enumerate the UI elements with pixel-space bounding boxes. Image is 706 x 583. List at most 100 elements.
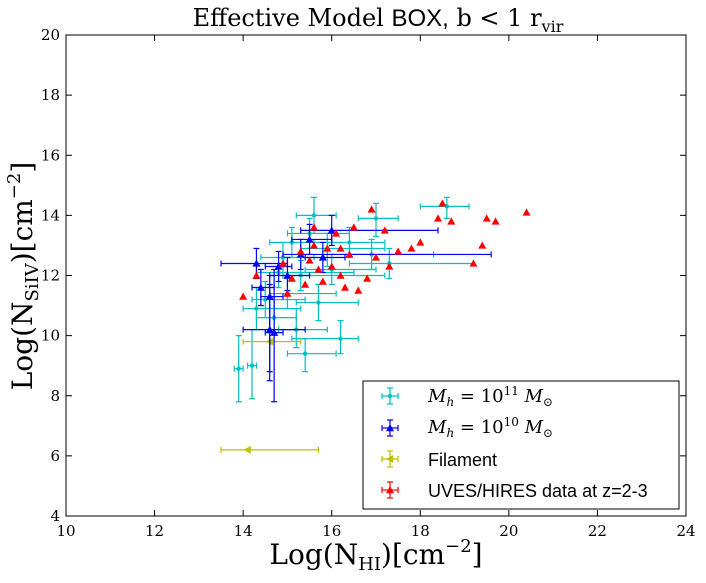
data-point	[265, 325, 274, 333]
legend-label-mh10: Mh = 1010 M⊙	[427, 415, 553, 440]
data-point	[318, 277, 327, 285]
chart-title-sub: vir	[541, 17, 564, 36]
data-point	[323, 244, 332, 252]
data-point	[301, 280, 310, 288]
x-tick-label: 14	[234, 522, 253, 540]
y-tick-label: 8	[50, 387, 60, 405]
data-point	[491, 217, 500, 225]
data-point	[318, 253, 327, 261]
data-point	[407, 244, 416, 252]
data-point	[336, 271, 345, 279]
data-point	[380, 226, 389, 234]
y-axis-label: Log(NSiIV)[cm−2]	[4, 162, 43, 391]
data-point	[482, 214, 491, 222]
data-point	[327, 226, 336, 234]
y-tick-label: 20	[41, 26, 60, 44]
data-point	[332, 229, 341, 237]
data-point	[327, 262, 336, 270]
y-tick-label: 4	[50, 507, 60, 525]
data-point	[256, 283, 265, 291]
data-point	[287, 274, 296, 282]
data-point	[336, 244, 345, 252]
x-axis-label: Log(NHI)[cm−2]	[269, 536, 482, 575]
data-point	[338, 336, 343, 341]
legend-label-uves: UVES/HIRES data at z=2-3	[428, 481, 648, 501]
legend: Mh = 1011 M⊙ Mh = 1010 M⊙ Filament UVES/…	[362, 380, 680, 510]
data-point	[310, 223, 318, 231]
data-point	[289, 240, 295, 245]
error-bar	[220, 446, 320, 453]
legend-marker-symbol	[386, 455, 394, 463]
x-tick-label: 18	[411, 522, 430, 540]
data-point	[270, 328, 279, 336]
data-point	[296, 247, 305, 255]
data-point	[305, 235, 314, 243]
data-point	[279, 259, 287, 267]
data-point	[363, 274, 372, 282]
data-point	[239, 292, 248, 300]
data-point	[243, 445, 251, 454]
chart-title: Effective Model BOX, b < 1 rvir	[193, 4, 564, 36]
data-point	[522, 208, 531, 216]
data-point	[367, 205, 376, 213]
data-point	[385, 262, 394, 270]
chart-title-part3: b < 1 r	[449, 4, 542, 32]
y-tick-label: 6	[50, 447, 60, 465]
y-tick-label: 16	[41, 146, 60, 164]
data-point	[372, 253, 380, 261]
data-point	[345, 250, 354, 258]
data-point	[252, 271, 261, 279]
data-point	[311, 213, 317, 218]
legend-box	[362, 380, 680, 510]
data-point	[347, 240, 352, 245]
y-tick-label: 10	[41, 327, 60, 345]
data-point	[444, 204, 450, 209]
chart-title-part2: BOX,	[391, 5, 448, 32]
chart-title-part1: Effective Model	[193, 4, 392, 32]
x-tick-label: 20	[499, 522, 518, 540]
data-point	[252, 259, 261, 267]
legend-marker-3	[381, 481, 399, 499]
data-point	[469, 259, 478, 267]
series-1	[220, 214, 492, 403]
data-point	[438, 199, 447, 207]
data-point	[265, 292, 274, 300]
data-point	[316, 300, 321, 305]
axis-ticks: 10 12 14 16 18 20 22 24 4 6 8 10 12 14 16 18 20	[41, 26, 696, 540]
y-tick-label: 14	[41, 206, 60, 224]
data-point	[236, 366, 241, 371]
legend-marker-0	[381, 387, 399, 405]
data-point	[280, 255, 286, 260]
y-tick-label: 18	[41, 86, 60, 104]
data-point	[373, 216, 379, 221]
data-point	[254, 306, 259, 311]
legend-marker-symbol	[387, 393, 393, 399]
data-point	[305, 256, 314, 264]
x-tick-label: 16	[322, 522, 341, 540]
x-tick-label: 24	[676, 522, 695, 540]
y-tick-label: 12	[41, 267, 60, 285]
legend-marker-1	[381, 419, 399, 437]
data-point	[447, 217, 456, 225]
data-point	[416, 238, 425, 246]
legend-label-filament: Filament	[428, 450, 497, 470]
data-series	[220, 196, 531, 454]
data-point	[354, 286, 363, 294]
data-point	[249, 363, 255, 368]
x-tick-label: 12	[145, 522, 164, 540]
data-point	[341, 283, 349, 291]
data-point	[283, 289, 292, 297]
series-3	[239, 199, 531, 300]
data-point	[394, 247, 403, 255]
legend-marker-2	[381, 450, 399, 468]
legend-label-mh11: Mh = 1011 M⊙	[427, 384, 553, 409]
data-point	[349, 223, 358, 231]
x-tick-label: 22	[588, 522, 607, 540]
legend-marker-symbol	[386, 424, 394, 432]
data-point	[283, 271, 292, 279]
data-point	[274, 262, 283, 270]
x-tick-label: 10	[56, 522, 75, 540]
data-point	[314, 265, 323, 273]
data-point	[434, 214, 442, 222]
